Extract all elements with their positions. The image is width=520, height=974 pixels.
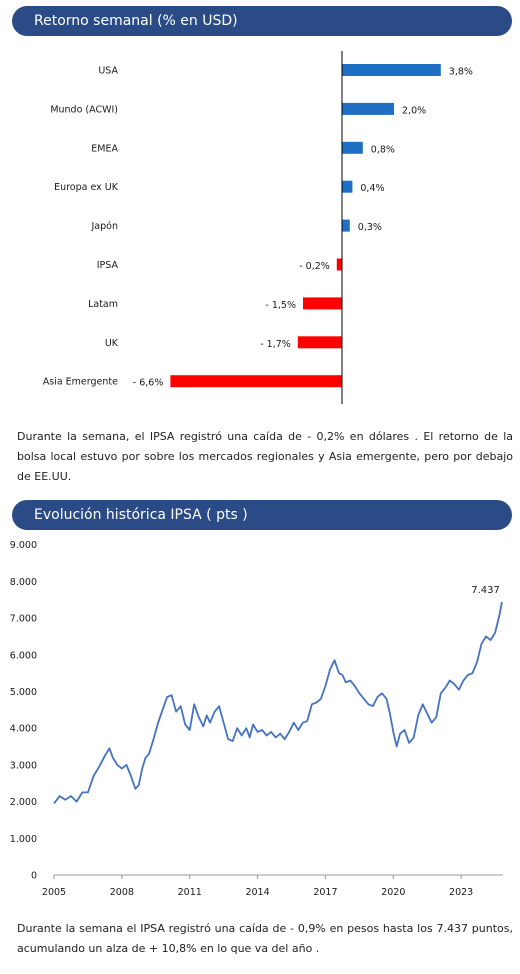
y-tick-label: 9.000 — [10, 540, 37, 551]
weekly-return-header: Retorno semanal (% en USD) — [12, 6, 512, 36]
y-tick-label: 8.000 — [10, 577, 37, 588]
category-label: Latam — [88, 299, 118, 310]
category-label: Asia Emergente — [43, 377, 118, 388]
y-tick-label: 6.000 — [10, 650, 37, 661]
x-tick-label: 2008 — [110, 887, 134, 898]
x-tick-label: 2014 — [245, 887, 269, 898]
bar — [342, 180, 353, 193]
x-tick-label: 2020 — [381, 887, 405, 898]
x-tick-label: 2011 — [178, 887, 202, 898]
bar — [336, 258, 342, 271]
value-label: - 1,5% — [265, 300, 296, 311]
bar — [342, 141, 363, 154]
category-label: Japón — [91, 221, 119, 232]
x-tick-label: 2017 — [313, 887, 337, 898]
last-value-label: 7.437 — [471, 585, 500, 596]
bar — [297, 336, 342, 349]
category-label: Mundo (ACWI) — [50, 104, 118, 115]
x-tick-label: 2023 — [449, 887, 473, 898]
y-tick-label: 1.000 — [10, 834, 37, 845]
value-label: 3,8% — [449, 67, 473, 78]
value-label: - 6,6% — [133, 378, 164, 389]
value-label: 0,8% — [371, 144, 395, 155]
category-label: IPSA — [97, 260, 119, 271]
ipsa-history-header: Evolución histórica IPSA ( pts ) — [12, 500, 512, 530]
ipsa-series-line — [53, 601, 503, 804]
value-label: - 1,7% — [260, 339, 291, 350]
weekly-return-title: Retorno semanal (% en USD) — [34, 13, 238, 29]
bar — [342, 219, 350, 232]
ipsa-history-title: Evolución histórica IPSA ( pts ) — [34, 507, 248, 523]
category-label: USA — [98, 66, 118, 77]
value-label: 0,4% — [360, 183, 384, 194]
y-tick-label: 2.000 — [10, 797, 37, 808]
y-tick-label: 3.000 — [10, 760, 37, 771]
bar — [170, 375, 342, 388]
x-tick-label: 2005 — [42, 887, 66, 898]
bar — [342, 102, 394, 115]
value-label: 2,0% — [402, 105, 426, 116]
y-tick-label: 4.000 — [10, 724, 37, 735]
ipsa-commentary: Durante la semana el IPSA registró una c… — [17, 922, 513, 955]
value-label: - 0,2% — [299, 261, 330, 272]
category-label: Europa ex UK — [54, 182, 119, 193]
bar — [342, 64, 441, 76]
value-label: 0,3% — [358, 222, 382, 233]
weekly-return-commentary: Durante la semana, el IPSA registró una … — [17, 430, 513, 483]
category-label: EMEA — [91, 143, 118, 154]
ipsa-history-line-chart: 0 1.000 2.000 3.000 4.000 5.000 6.000 7.000 8.00… — [10, 540, 503, 898]
y-tick-label: 7.000 — [10, 614, 37, 625]
bar — [303, 297, 342, 310]
y-tick-label: 5.000 — [10, 687, 37, 698]
weekly-return-bar-chart: USA 3,8% Mundo (ACWI) 2,0% EMEA 0,8% Europa ex… — [43, 51, 473, 404]
y-tick-label: 0 — [31, 871, 37, 882]
category-label: UK — [105, 338, 119, 349]
